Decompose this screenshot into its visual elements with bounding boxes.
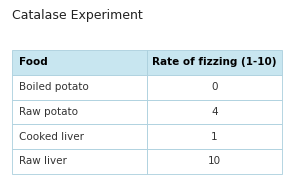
Text: 10: 10 xyxy=(208,156,221,166)
Bar xyxy=(147,149,282,174)
Bar xyxy=(12,149,147,174)
Bar xyxy=(147,75,282,100)
Bar xyxy=(147,50,282,75)
Bar xyxy=(12,50,147,75)
Text: Boiled potato: Boiled potato xyxy=(19,82,89,92)
Bar xyxy=(12,100,147,124)
Bar xyxy=(147,100,282,124)
Bar xyxy=(147,124,282,149)
Text: 4: 4 xyxy=(211,107,218,117)
Text: Rate of fizzing (1-10): Rate of fizzing (1-10) xyxy=(152,57,277,67)
Text: Catalase Experiment: Catalase Experiment xyxy=(12,9,142,22)
Text: Cooked liver: Cooked liver xyxy=(19,132,84,142)
Bar xyxy=(12,124,147,149)
Text: Food: Food xyxy=(19,57,48,67)
Text: Raw potato: Raw potato xyxy=(19,107,78,117)
Text: 0: 0 xyxy=(211,82,218,92)
Text: 1: 1 xyxy=(211,132,218,142)
Bar xyxy=(12,75,147,100)
Text: Raw liver: Raw liver xyxy=(19,156,67,166)
